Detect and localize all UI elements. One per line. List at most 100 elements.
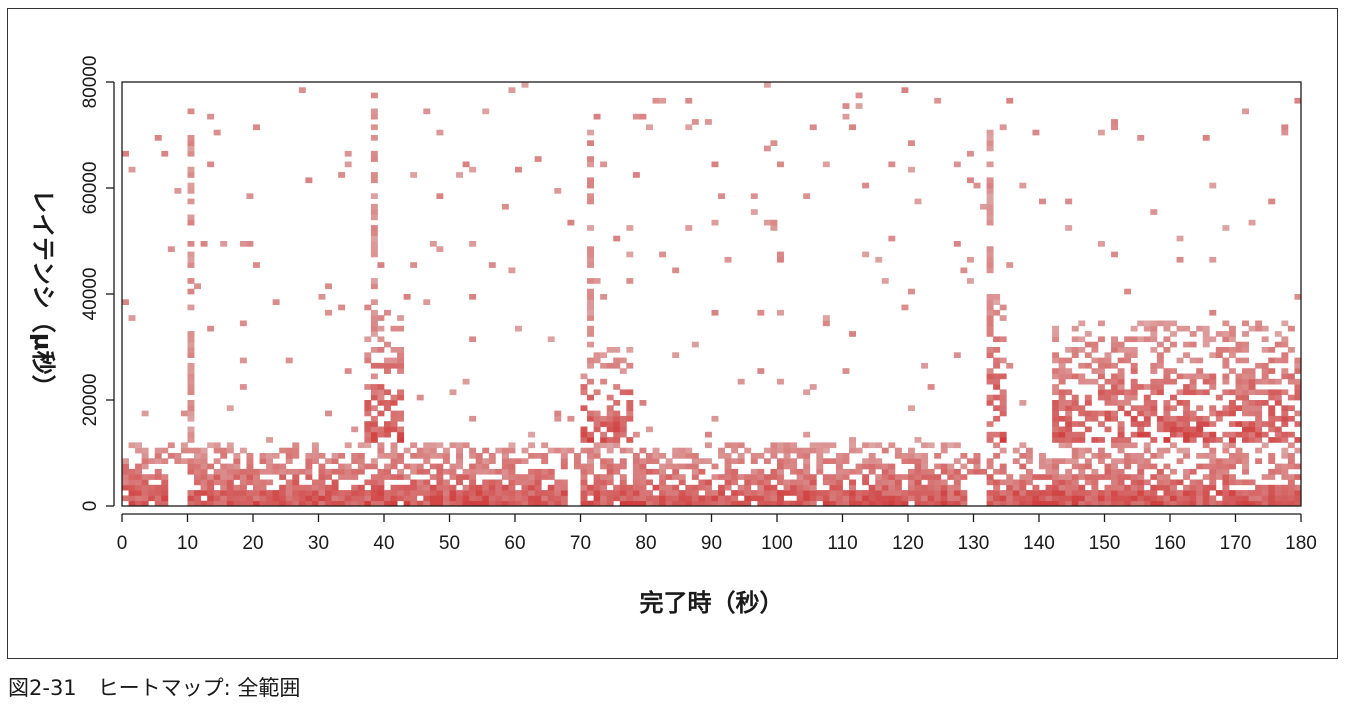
heatmap-cell	[325, 490, 332, 496]
heatmap-cell	[1189, 484, 1197, 491]
heatmap-cell	[718, 484, 725, 491]
heatmap-cell	[298, 468, 306, 475]
heatmap-cell	[862, 182, 870, 189]
heatmap-cell	[1235, 341, 1243, 348]
heatmap-cell	[1097, 421, 1105, 427]
heatmap-cell	[344, 368, 352, 374]
heatmap-cell	[1242, 490, 1249, 496]
heatmap-cell	[390, 415, 398, 422]
heatmap-cell	[246, 500, 254, 507]
heatmap-cell	[397, 415, 405, 422]
heatmap-cell	[187, 458, 195, 464]
heatmap-cell	[600, 458, 608, 464]
heatmap-cell	[1176, 431, 1184, 438]
heatmap-cell	[1209, 384, 1217, 390]
heatmap-cell	[842, 458, 850, 464]
heatmap-cell	[429, 490, 437, 496]
heatmap-cell	[763, 219, 771, 226]
heatmap-cell	[1071, 400, 1079, 406]
heatmap-cell	[1228, 368, 1236, 374]
heatmap-cell	[1294, 484, 1302, 491]
heatmap-cell	[966, 150, 974, 157]
heatmap-cell	[993, 484, 1001, 491]
heatmap-cell	[685, 495, 693, 502]
heatmap-cell	[1163, 373, 1171, 380]
heatmap-cell	[934, 97, 942, 104]
heatmap-cell	[1097, 129, 1105, 136]
heatmap-cell	[626, 347, 634, 353]
heatmap-cell	[207, 484, 215, 491]
heatmap-cell	[587, 193, 594, 199]
heatmap-cell	[351, 468, 359, 475]
heatmap-cell	[613, 490, 621, 496]
heatmap-cell	[410, 262, 418, 268]
heatmap-cell	[1117, 426, 1125, 433]
heatmap-cell	[285, 447, 293, 454]
heatmap-cell	[593, 421, 601, 427]
heatmap-cell	[1130, 500, 1138, 507]
heatmap-cell	[901, 474, 909, 480]
heatmap-cell	[482, 447, 490, 454]
heatmap-cell	[1248, 373, 1256, 380]
heatmap-cell	[672, 447, 680, 454]
heatmap-cell	[580, 437, 588, 443]
heatmap-cell	[639, 484, 647, 491]
heatmap-cell	[213, 490, 221, 496]
heatmap-cell	[763, 500, 771, 507]
heatmap-cell	[226, 495, 234, 502]
heatmap-cell	[1084, 410, 1092, 417]
heatmap-cell	[1078, 336, 1086, 343]
heatmap-cell	[357, 484, 365, 491]
heatmap-cell	[482, 479, 490, 486]
heatmap-cell	[842, 474, 850, 480]
heatmap-cell	[1294, 294, 1302, 300]
heatmap-cell	[613, 495, 621, 502]
heatmap-cell	[606, 474, 614, 480]
heatmap-cell	[1196, 421, 1204, 427]
heatmap-cell	[390, 447, 398, 454]
heatmap-cell	[187, 431, 195, 438]
heatmap-cell	[580, 468, 588, 475]
heatmap-cell	[390, 495, 398, 502]
heatmap-cell	[934, 474, 942, 480]
heatmap-cell	[842, 495, 850, 502]
heatmap-cell	[508, 490, 516, 496]
heatmap-cell	[384, 421, 391, 427]
heatmap-cell	[587, 453, 594, 459]
heatmap-cell	[501, 490, 509, 496]
heatmap-cell	[508, 479, 516, 486]
heatmap-cell	[927, 479, 935, 486]
heatmap-cell	[1084, 474, 1092, 480]
heatmap-cell	[1163, 474, 1171, 480]
heatmap-cell	[986, 193, 994, 199]
heatmap-cell	[534, 453, 542, 459]
heatmap-cell	[370, 389, 378, 396]
heatmap-cell	[986, 378, 994, 385]
heatmap-cell	[515, 458, 522, 464]
heatmap-cell	[744, 474, 752, 480]
heatmap-cell	[1097, 320, 1105, 327]
heatmap-cell	[1078, 421, 1086, 427]
heatmap-cell	[626, 490, 634, 496]
heatmap-cell	[266, 500, 274, 507]
heatmap-cell	[1025, 453, 1033, 459]
heatmap-cell	[508, 442, 516, 449]
heatmap-cell	[868, 458, 876, 464]
heatmap-cell	[1058, 378, 1066, 385]
heatmap-cell	[390, 458, 398, 464]
heatmap-cell	[632, 490, 640, 496]
heatmap-cell	[691, 490, 699, 496]
heatmap-cell	[541, 453, 549, 459]
heatmap-cell	[1052, 468, 1060, 475]
heatmap-cell	[1294, 490, 1302, 496]
heatmap-cell	[587, 198, 594, 205]
heatmap-cell	[999, 394, 1007, 401]
x-axis: 0 10 20 30 40 50 60 70 80 90 100 110 120 130 140 150 160…	[117, 513, 1317, 554]
heatmap-cell	[672, 474, 680, 480]
heatmap-cell	[318, 463, 326, 470]
heatmap-cell	[639, 113, 647, 120]
heatmap-cell	[724, 468, 732, 475]
heatmap-cell	[1130, 431, 1138, 438]
heatmap-cell	[187, 437, 195, 443]
x-tick-label: 120	[892, 533, 924, 554]
